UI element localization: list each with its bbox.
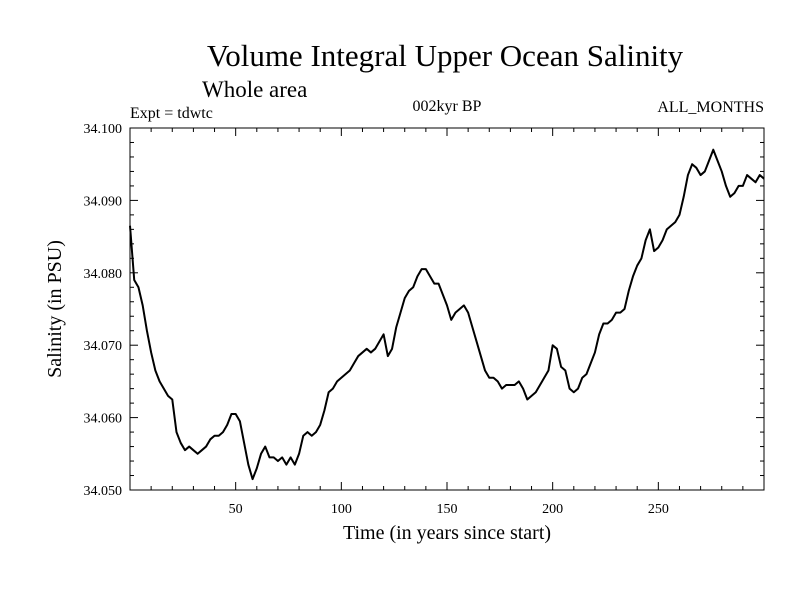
- x-tick-labels: 50 100 150 200 250: [229, 502, 669, 517]
- plot-frame: [129, 127, 765, 491]
- experiment-label: Expt = tdwtc: [130, 105, 213, 122]
- y-tick-label: 34.060: [84, 412, 123, 427]
- x-tick-label: 150: [437, 502, 458, 517]
- y-tick-labels: 34.050 34.060 34.070 34.080 34.090 34.100: [84, 122, 123, 499]
- y-tick-label: 34.070: [84, 339, 123, 354]
- x-tick-label: 250: [648, 502, 669, 517]
- x-axis-label: Time (in years since start): [343, 522, 551, 544]
- axis-ticks: [130, 128, 764, 490]
- y-tick-label: 34.100: [84, 122, 123, 137]
- x-tick-label: 200: [542, 502, 563, 517]
- chart-title: Volume Integral Upper Ocean Salinity: [207, 38, 684, 73]
- salinity-series-line: [129, 148, 765, 481]
- y-tick-label: 34.080: [84, 267, 123, 282]
- chart-subtitle: Whole area: [202, 77, 307, 102]
- y-tick-label: 34.050: [84, 484, 123, 499]
- period-label: 002kyr BP: [413, 98, 482, 115]
- y-axis-label: Salinity (in PSU): [44, 240, 66, 378]
- months-label: ALL_MONTHS: [657, 99, 764, 116]
- x-tick-label: 50: [229, 502, 243, 517]
- y-tick-label: 34.090: [84, 194, 123, 209]
- x-tick-label: 100: [331, 502, 352, 517]
